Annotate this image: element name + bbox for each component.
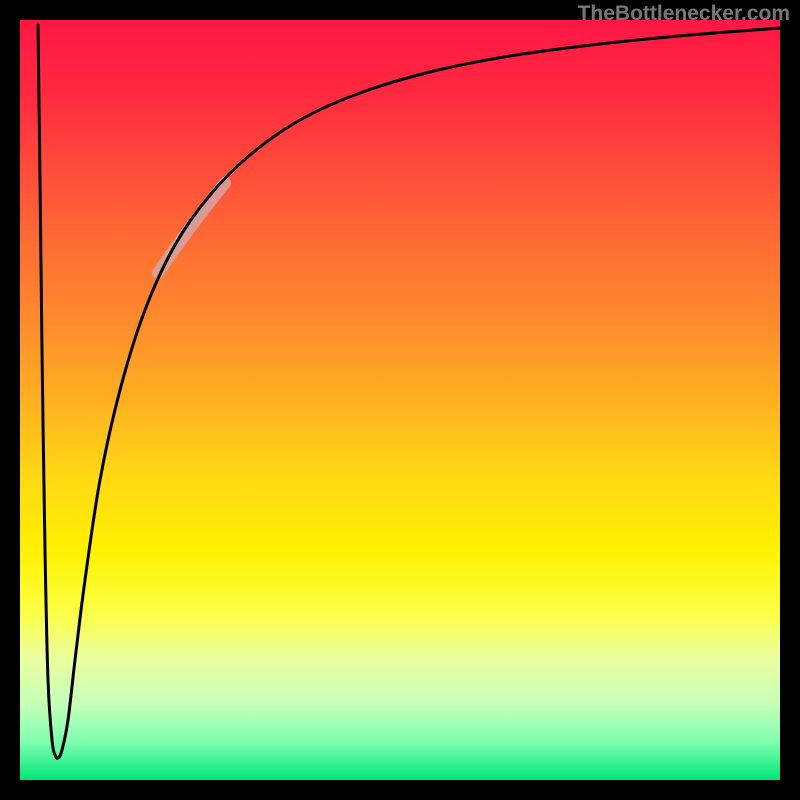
chart-svg	[0, 0, 800, 800]
bottleneck-chart: TheBottlenecker.com	[0, 0, 800, 800]
watermark-text: TheBottlenecker.com	[578, 2, 790, 26]
chart-background	[20, 20, 780, 780]
